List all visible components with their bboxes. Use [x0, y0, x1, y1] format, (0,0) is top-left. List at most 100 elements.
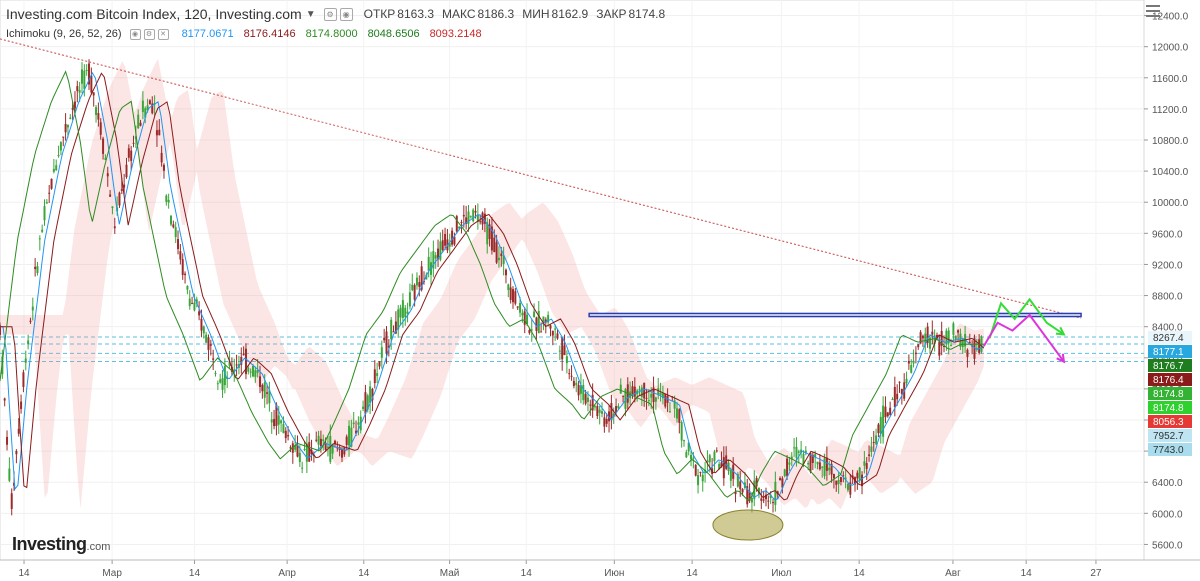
logo-suffix: .com	[86, 541, 111, 553]
candle-body	[486, 222, 489, 245]
candle-body	[216, 383, 219, 385]
candle-body	[134, 136, 137, 140]
y-tick-label: 12000.0	[1152, 43, 1189, 54]
candle-body	[931, 331, 934, 335]
candle-body	[837, 480, 840, 485]
candle-body	[261, 384, 264, 392]
candle-body	[85, 69, 88, 71]
indicator-value-4: 8093.2148	[429, 28, 482, 40]
candle-body	[444, 234, 447, 246]
candle-body	[378, 361, 381, 367]
indicator-value-2: 8174.8000	[305, 28, 358, 40]
candle-body	[350, 427, 353, 447]
candle-body	[174, 227, 177, 238]
visibility-icon[interactable]: ◉	[129, 28, 141, 40]
scenario-up-arrow	[988, 297, 1065, 339]
candle-body	[0, 325, 1, 335]
candle-body	[88, 63, 91, 85]
candle-body	[394, 321, 397, 334]
chart-title: Investing.com Bitcoin Index, 120, Invest…	[6, 6, 302, 22]
candle-body	[828, 467, 831, 471]
x-tick-label: Апр	[278, 568, 296, 579]
candle-body	[303, 448, 306, 450]
settings-icon[interactable]: ⚙	[323, 7, 337, 21]
price-label: 8174.8	[1153, 403, 1184, 414]
x-tick-label: 14	[18, 568, 30, 579]
candle-body	[661, 393, 664, 399]
candle-body	[654, 397, 657, 402]
price-label: 8174.8	[1153, 389, 1184, 400]
resistance-band	[588, 312, 1082, 318]
candle-body	[584, 393, 587, 404]
candle-body	[59, 142, 62, 151]
candle-body	[954, 335, 957, 341]
candle-body	[453, 236, 456, 245]
close-label: ЗАКР	[596, 7, 627, 21]
candle-body	[615, 406, 618, 413]
candle-body	[209, 344, 212, 346]
indicator-name: Ichimoku (9, 26, 52, 26)	[6, 28, 122, 40]
candle-body	[664, 393, 667, 407]
candle-body	[263, 382, 266, 398]
candle-body	[938, 341, 941, 356]
candle-body	[783, 469, 786, 477]
candle-body	[617, 405, 620, 409]
candle-body	[898, 381, 901, 383]
chevron-down-icon[interactable]: ▼	[305, 8, 316, 20]
candle-body	[500, 253, 503, 256]
visibility-icon[interactable]: ◉	[339, 7, 353, 21]
menu-icon[interactable]	[1142, 2, 1164, 22]
candle-body	[78, 90, 81, 93]
candle-body	[397, 309, 400, 330]
candle-body	[772, 502, 775, 504]
price-label-box	[1148, 386, 1192, 400]
candle-body	[579, 385, 582, 394]
x-tick-label: Авг	[945, 568, 961, 579]
kijun-line	[0, 72, 985, 501]
candle-body	[701, 474, 704, 482]
candle-body	[631, 386, 634, 395]
candle-body	[434, 255, 437, 259]
candle-body	[708, 455, 711, 463]
candle-body	[205, 334, 208, 343]
candle-body	[55, 165, 58, 171]
candle-body	[146, 105, 149, 111]
candle-body	[179, 251, 182, 260]
candle-body	[959, 333, 962, 347]
close-icon[interactable]: ✕	[157, 28, 169, 40]
candle-body	[966, 349, 969, 357]
candle-body	[92, 92, 95, 96]
candle-body	[184, 273, 187, 276]
candle-body	[882, 405, 885, 437]
chart-header: Investing.com Bitcoin Index, 120, Invest…	[6, 6, 665, 22]
candle-body	[106, 173, 109, 177]
scenario-down-arrow	[982, 313, 1065, 363]
candle-body	[437, 248, 440, 260]
candle-body	[392, 331, 395, 333]
candle-body	[376, 373, 379, 377]
price-label: 7743.0	[1153, 445, 1184, 456]
price-label-box	[1148, 414, 1192, 428]
candle-body	[488, 224, 491, 240]
candle-body	[832, 474, 835, 479]
candle-body	[90, 75, 93, 93]
candle-body	[465, 217, 468, 225]
candle-body	[715, 450, 718, 452]
candle-body	[141, 100, 144, 113]
candle-body	[29, 320, 32, 322]
candle-body	[865, 463, 868, 469]
candle-body	[120, 189, 123, 191]
candle-body	[31, 306, 34, 311]
candle-body	[943, 345, 946, 347]
settings-icon[interactable]: ⚙	[143, 28, 155, 40]
candle-body	[533, 311, 536, 318]
candle-body	[509, 287, 512, 300]
candle-body	[15, 450, 18, 455]
candle-body	[270, 419, 273, 423]
candle-body	[172, 224, 175, 228]
candle-body	[3, 398, 6, 401]
price-label: 8176.7	[1153, 361, 1184, 372]
candle-body	[928, 337, 931, 349]
candle-body	[884, 406, 887, 418]
